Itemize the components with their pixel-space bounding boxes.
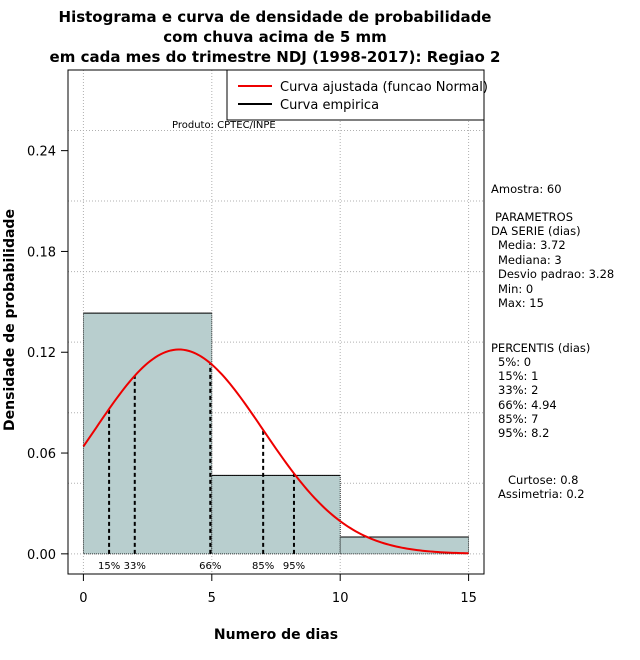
x-tick-label: 15 [460,591,477,606]
percentis-title: PERCENTIS (dias) [491,341,590,355]
percentil-95: 95%: 8.2 [498,426,549,440]
params-title-2: DA SERIE (dias) [491,224,581,238]
histogram-bars [83,312,469,555]
assimetria: Assimetria: 0.2 [498,487,585,501]
y-tick-label: 0.24 [27,145,56,160]
product-label: Produto: CPTEC/INPE [172,120,276,131]
percentile-label-33: 33% [124,561,146,572]
percentile-label-95: 95% [283,561,305,572]
x-tick-label: 0 [79,591,87,606]
y-tick-label: 0.00 [27,548,56,563]
x-tick-label: 10 [332,591,349,606]
legend-label-empirica: Curva empirica [280,98,379,113]
sample-size: Amostra: 60 [491,182,562,196]
legend-box [226,69,485,121]
x-axis-label: Numero de dias [214,627,338,643]
y-axis: 0.00 0.06 0.12 0.18 0.24 [27,145,69,563]
percentile-label-85: 85% [252,561,274,572]
percentile-lines [108,363,295,554]
legend-label-normal: Curva ajustada (funcao Normal) [280,80,488,95]
percentil-85: 85%: 7 [498,412,538,426]
title-line-3: em cada mes do trimestre NDJ (1998-2017)… [50,48,501,66]
title-line-2: com chuva acima de 5 mm [163,28,387,46]
histogram-bar-3 [340,537,469,554]
normal-fit-curve [82,348,469,555]
y-tick-label: 0.12 [27,346,56,361]
percentile-labels: 15% 33% 66% 85% 95% [98,561,305,572]
histogram-bar-2 [211,475,341,554]
percentile-label-66: 66% [199,561,221,572]
param-min: Min: 0 [498,282,533,296]
percentil-33: 33%: 2 [498,383,538,397]
normal-fit-curve-group [82,348,469,555]
curtose: Curtose: 0.8 [508,473,578,487]
params-title-1: PARAMETROS [495,210,573,224]
percentil-5: 5%: 0 [498,355,531,369]
percentil-66: 66%: 4.94 [498,398,557,412]
param-desvio: Desvio padrao: 3.28 [498,267,614,281]
x-tick-label: 5 [208,591,216,606]
param-max: Max: 15 [498,296,544,310]
x-axis: 0 5 10 15 [79,573,477,606]
y-tick-label: 0.06 [27,447,56,462]
statistics-panel: Amostra: 60 PARAMETROS DA SERIE (dias) M… [491,182,614,501]
legend: Curva ajustada (funcao Normal) Curva emp… [226,69,488,121]
param-mediana: Mediana: 3 [498,253,562,267]
chart-title: Histograma e curva de densidade de proba… [50,8,501,66]
param-media: Media: 3.72 [498,238,566,252]
title-line-1: Histograma e curva de densidade de proba… [59,8,492,26]
percentile-label-15: 15% [98,561,120,572]
y-axis-label: Densidade de probabilidade [2,209,18,431]
histogram-bar-1 [83,313,212,554]
percentil-15: 15%: 1 [498,369,538,383]
y-tick-label: 0.18 [27,245,56,260]
